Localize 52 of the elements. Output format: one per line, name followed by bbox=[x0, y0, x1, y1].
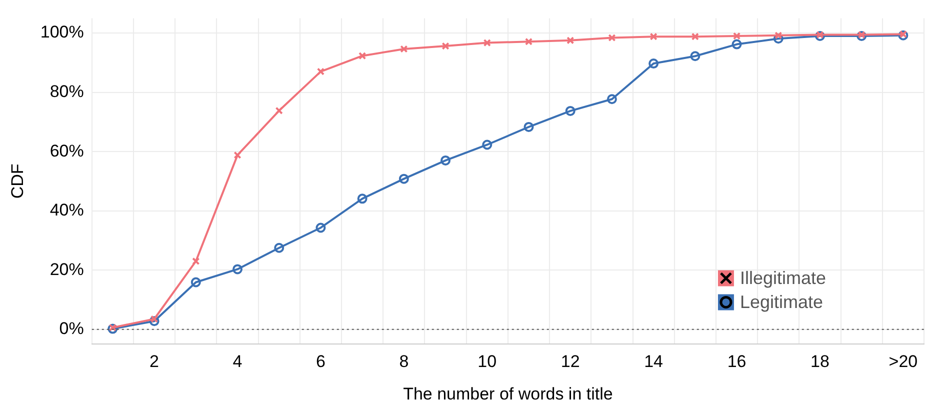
point bbox=[274, 242, 284, 253]
point bbox=[398, 174, 409, 184]
point bbox=[357, 194, 368, 204]
x-tick-label: 6 bbox=[316, 352, 326, 372]
y-tick-label: 0% bbox=[59, 319, 84, 338]
point bbox=[691, 32, 699, 40]
point bbox=[483, 38, 491, 47]
x-tick-label: >20 bbox=[888, 352, 918, 372]
point bbox=[358, 52, 366, 60]
x-tick-label: 12 bbox=[560, 352, 580, 372]
point bbox=[608, 34, 616, 42]
x-tick-label: 18 bbox=[810, 352, 830, 372]
point bbox=[150, 315, 158, 323]
point bbox=[275, 106, 283, 114]
point bbox=[650, 32, 658, 40]
point bbox=[524, 122, 534, 132]
point bbox=[773, 34, 784, 44]
x-axis-title: The number of words in title bbox=[403, 384, 613, 404]
y-tick-label: 100% bbox=[40, 22, 84, 42]
x-tick-label: 2 bbox=[150, 352, 160, 372]
legend-label: Illegitimate bbox=[740, 268, 826, 288]
point bbox=[316, 222, 326, 233]
point bbox=[566, 36, 574, 44]
point bbox=[690, 51, 700, 62]
point bbox=[316, 68, 325, 76]
point bbox=[648, 58, 659, 69]
point bbox=[606, 94, 617, 104]
point bbox=[440, 155, 451, 166]
x-tick-label: 4 bbox=[232, 352, 242, 372]
x-tick-label: 16 bbox=[727, 352, 746, 372]
point bbox=[732, 32, 741, 40]
y-tick-label: 60% bbox=[50, 141, 84, 160]
point bbox=[234, 151, 242, 159]
point bbox=[442, 42, 450, 50]
point bbox=[482, 140, 492, 150]
y-tick-label: 20% bbox=[50, 260, 84, 279]
point bbox=[565, 106, 576, 116]
point bbox=[232, 264, 242, 274]
x-tick-label: 10 bbox=[478, 352, 497, 372]
point bbox=[400, 45, 408, 53]
point bbox=[774, 32, 782, 40]
y-tick-label: 80% bbox=[50, 82, 84, 101]
y-tick-label: 40% bbox=[50, 200, 84, 220]
x-tick-label: 8 bbox=[399, 352, 409, 372]
x-tick-label: 14 bbox=[644, 352, 664, 372]
legend-label: Legitimate bbox=[740, 292, 824, 312]
point bbox=[190, 277, 201, 288]
point bbox=[732, 39, 742, 50]
point bbox=[149, 316, 160, 326]
y-axis-title: CDF bbox=[8, 164, 27, 199]
point bbox=[192, 257, 200, 266]
point bbox=[524, 38, 533, 46]
